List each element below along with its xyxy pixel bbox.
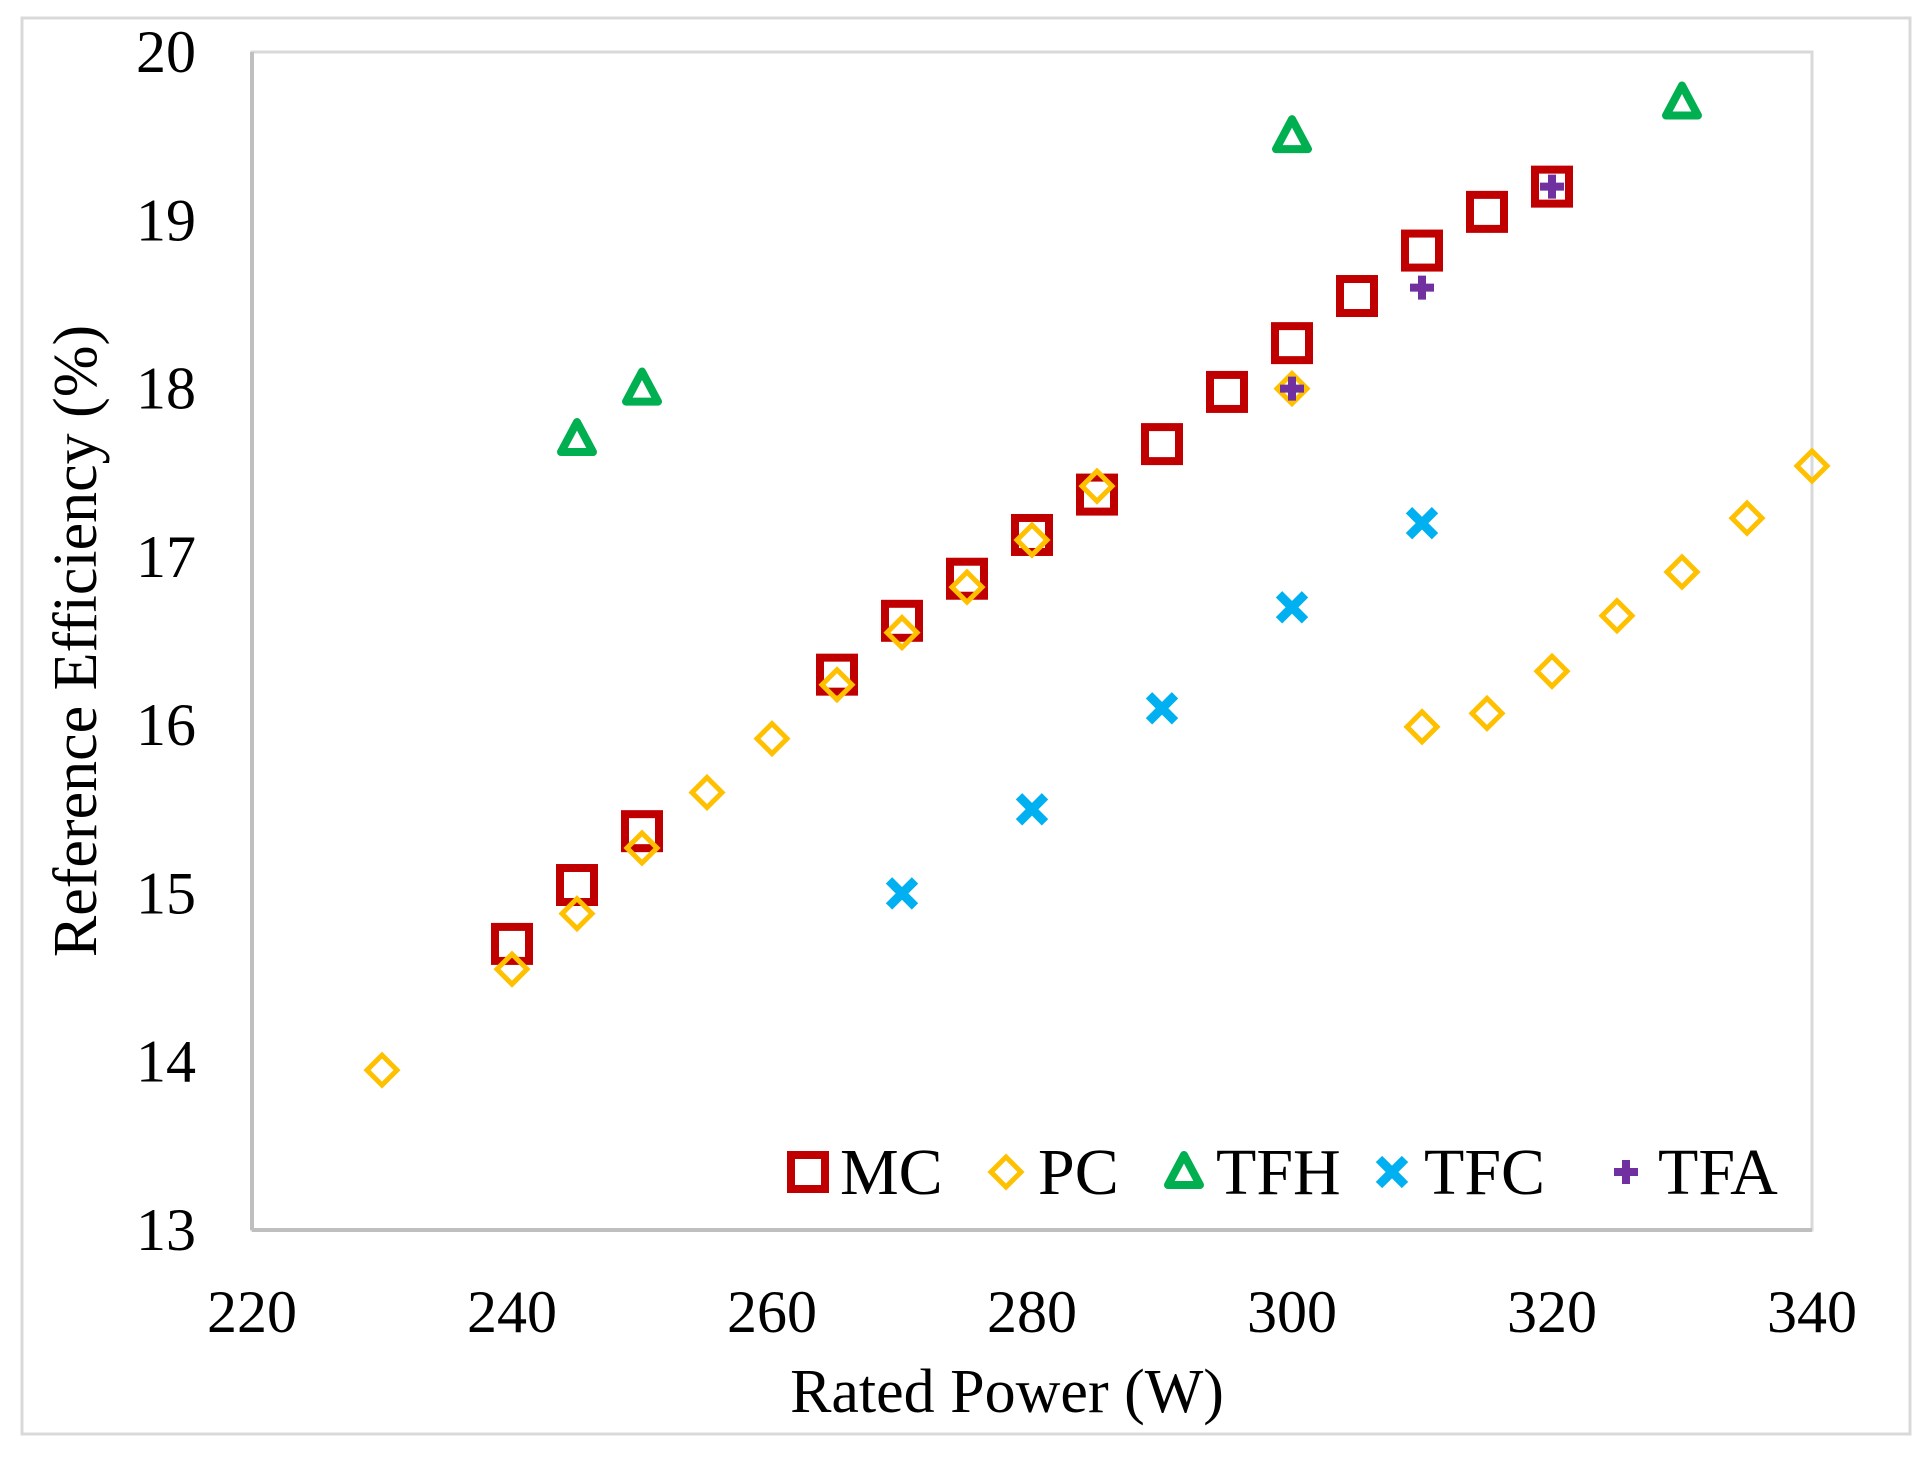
- point-mc: [1206, 370, 1248, 413]
- point-pc: [1663, 553, 1701, 591]
- point-pc: [558, 895, 596, 933]
- y-tick-label: 19: [136, 187, 196, 253]
- tick-labels: 220 240 260 280 300 320 340 13 14 15 16 17 18 19 20: [136, 19, 1857, 1345]
- x-tick-label: 220: [207, 1279, 297, 1345]
- point-mc: [946, 557, 988, 600]
- x-tick-label: 340: [1767, 1279, 1857, 1345]
- point-tfh: [622, 367, 662, 406]
- y-tick-label: 15: [136, 860, 196, 926]
- y-tick-label: 13: [136, 1197, 196, 1263]
- point-mc: [816, 653, 858, 696]
- point-mc: [491, 922, 533, 965]
- legend-marker-tfa: [1614, 1160, 1638, 1184]
- y-axis-title: Reference Efficiency (%): [42, 325, 110, 957]
- legend: MC PC TFH TFC TFA: [787, 1136, 1778, 1209]
- point-mc: [1531, 165, 1573, 208]
- data-points: [363, 81, 1831, 1089]
- y-tick-label: 14: [136, 1029, 196, 1095]
- point-tfc: [1015, 793, 1049, 826]
- point-tfc: [1145, 692, 1179, 725]
- point-tfc: [1405, 507, 1439, 540]
- outer-frame: [20, 16, 1912, 1436]
- x-tick-label: 280: [987, 1279, 1077, 1345]
- point-tfh: [1662, 81, 1702, 120]
- point-pc: [948, 568, 986, 606]
- point-pc: [1728, 499, 1766, 537]
- legend-label-mc: MC: [840, 1136, 943, 1209]
- series-pc: [363, 370, 1831, 1089]
- point-mc: [1466, 190, 1508, 233]
- point-pc: [1533, 652, 1571, 690]
- legend-label-pc: PC: [1038, 1136, 1119, 1209]
- point-pc: [1468, 694, 1506, 732]
- y-tick-label: 20: [136, 19, 196, 85]
- legend-item-tfh: TFH: [1164, 1136, 1341, 1209]
- series-tfc: [885, 507, 1439, 910]
- legend-marker-tfh: [1164, 1151, 1204, 1189]
- point-pc: [493, 950, 531, 988]
- legend-marker-pc: [987, 1153, 1025, 1191]
- point-pc: [818, 666, 856, 704]
- point-pc: [1403, 708, 1441, 746]
- series-tfa: [1280, 174, 1564, 401]
- point-pc: [753, 720, 791, 758]
- point-mc: [1141, 423, 1183, 466]
- point-tfh: [557, 418, 597, 457]
- point-tfc: [885, 877, 919, 910]
- point-tfh: [1272, 115, 1312, 154]
- point-pc: [1793, 447, 1831, 485]
- point-pc: [623, 829, 661, 867]
- point-mc: [1336, 275, 1378, 318]
- series-mc: [491, 165, 1573, 965]
- legend-item-mc: MC: [787, 1136, 943, 1209]
- point-pc: [1078, 467, 1116, 505]
- point-pc: [688, 773, 726, 811]
- point-tfc: [1275, 591, 1309, 624]
- point-pc: [1598, 597, 1636, 635]
- legend-label-tfc: TFC: [1424, 1136, 1545, 1209]
- legend-item-tfc: TFC: [1375, 1136, 1545, 1209]
- point-mc: [881, 599, 923, 642]
- legend-label-tfh: TFH: [1216, 1136, 1341, 1209]
- x-tick-label: 300: [1247, 1279, 1337, 1345]
- point-pc: [883, 614, 921, 652]
- legend-marker-tfc: [1375, 1155, 1409, 1189]
- y-tick-label: 16: [136, 692, 196, 758]
- axes: [250, 52, 1812, 1232]
- point-mc: [1076, 473, 1118, 516]
- legend-marker-mc: [787, 1151, 829, 1193]
- legend-label-tfa: TFA: [1658, 1136, 1778, 1209]
- legend-item-pc: PC: [987, 1136, 1119, 1209]
- point-pc: [1273, 370, 1311, 408]
- x-tick-label: 240: [467, 1279, 557, 1345]
- point-tfa: [1540, 174, 1564, 199]
- point-tfa: [1410, 275, 1434, 300]
- point-tfa: [1280, 376, 1304, 401]
- point-pc: [363, 1051, 401, 1089]
- point-mc: [1401, 229, 1443, 272]
- point-mc: [621, 810, 663, 853]
- legend-item-tfa: TFA: [1614, 1136, 1778, 1209]
- y-tick-label: 18: [136, 356, 196, 422]
- y-tick-label: 17: [136, 524, 196, 590]
- point-pc: [1013, 521, 1051, 559]
- x-tick-label: 320: [1507, 1279, 1597, 1345]
- x-tick-label: 260: [727, 1279, 817, 1345]
- x-axis-title: Rated Power (W): [790, 1358, 1224, 1426]
- point-mc: [1271, 322, 1313, 365]
- series-tfh: [557, 81, 1702, 457]
